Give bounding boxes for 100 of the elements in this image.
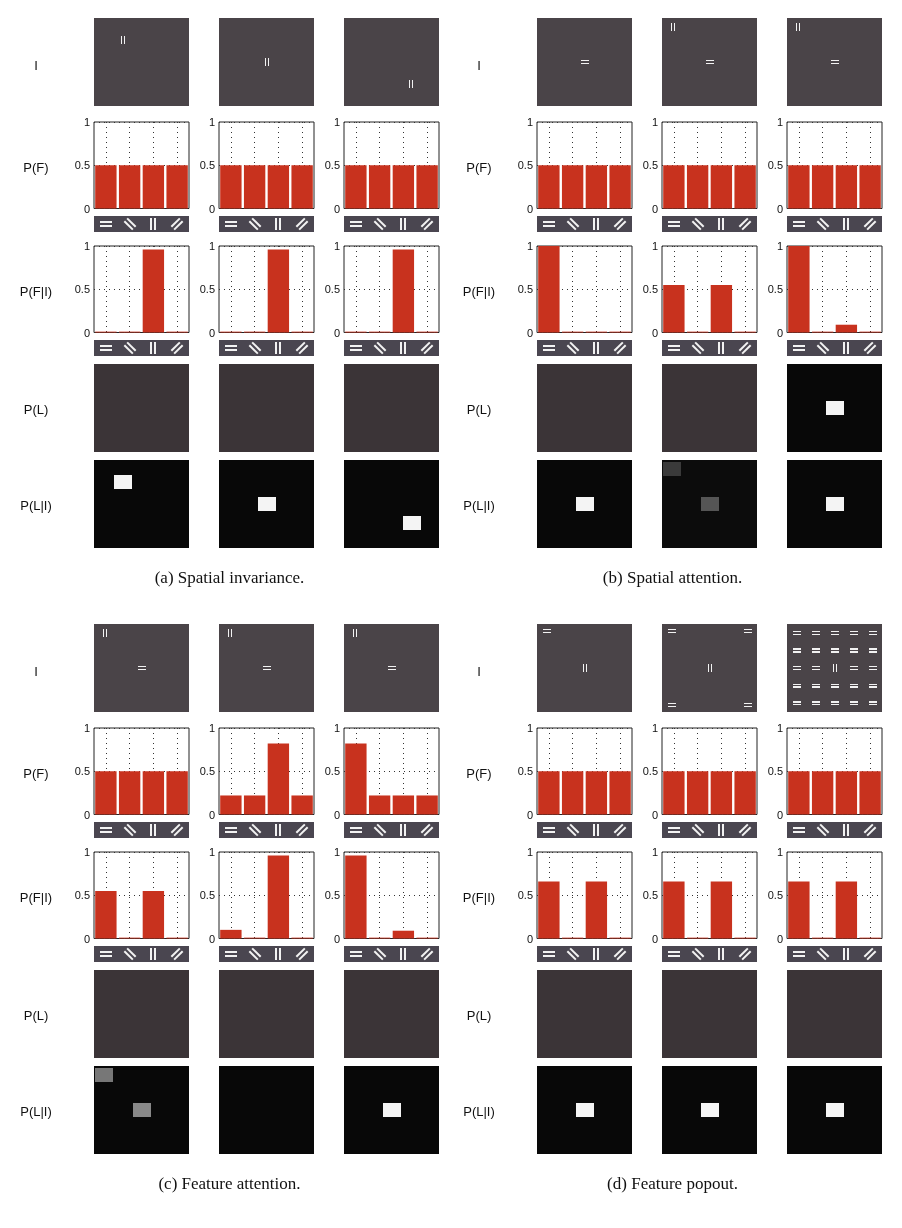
- y-tick-label: 1: [208, 116, 215, 128]
- y-tick-label: 1: [333, 846, 340, 858]
- y-tick-label: 0.5: [199, 159, 215, 172]
- text: (d) Feature popout.: [606, 1174, 739, 1194]
- y-tick-label: 0.5: [642, 283, 658, 296]
- y-tick-label: 0.5: [767, 159, 783, 172]
- text: (c) Feature attention.: [157, 1174, 302, 1194]
- y-axis-title: P(F): [465, 766, 493, 781]
- bar: [345, 855, 367, 939]
- y-tick-label: 0.5: [199, 283, 215, 296]
- text: P(L): [22, 1008, 50, 1023]
- y-tick-label: 0: [526, 202, 533, 215]
- y-tick-label: 0: [776, 932, 783, 945]
- y-tick-label: 0.5: [642, 159, 658, 172]
- bar: [267, 855, 290, 939]
- y-tick-label: 0.5: [517, 889, 533, 902]
- y-tick-label: 1: [776, 240, 783, 252]
- y-tick-label: 0: [208, 202, 215, 215]
- y-tick-label: 1: [526, 116, 533, 128]
- text: (a) Spatial invariance.: [153, 568, 306, 588]
- text: I: [33, 58, 39, 73]
- y-axis-title: P(F|I): [18, 890, 54, 905]
- y-tick-label: 0.5: [324, 765, 340, 778]
- y-tick-label: 0: [83, 326, 90, 339]
- bar: [835, 324, 858, 333]
- y-tick-label: 0.5: [324, 889, 340, 902]
- y-tick-label: 1: [651, 846, 658, 858]
- text: I: [476, 664, 482, 679]
- y-tick-label: 1: [651, 722, 658, 734]
- bar: [392, 930, 415, 939]
- y-tick-label: 0: [776, 326, 783, 339]
- y-tick-label: 0: [333, 808, 340, 821]
- y-tick-label: 1: [333, 116, 340, 128]
- y-tick-label: 0: [651, 202, 658, 215]
- y-tick-label: 1: [208, 240, 215, 252]
- text: P(L|I): [19, 1104, 53, 1119]
- bar: [220, 929, 242, 939]
- y-tick-label: 1: [526, 240, 533, 252]
- y-tick-label: 0: [776, 808, 783, 821]
- text: P(L): [465, 1008, 493, 1023]
- y-tick-label: 0: [526, 808, 533, 821]
- y-tick-label: 1: [83, 240, 90, 252]
- text: P(L|I): [462, 498, 496, 513]
- y-tick-label: 0: [526, 932, 533, 945]
- y-tick-label: 1: [776, 722, 783, 734]
- y-tick-label: 0: [526, 326, 533, 339]
- y-tick-label: 0: [83, 932, 90, 945]
- y-tick-label: 0.5: [767, 765, 783, 778]
- y-tick-label: 1: [651, 240, 658, 252]
- y-tick-label: 1: [83, 116, 90, 128]
- y-tick-label: 0.5: [517, 283, 533, 296]
- y-tick-label: 0.5: [74, 765, 90, 778]
- text: (b) Spatial attention.: [601, 568, 744, 588]
- y-tick-label: 0.5: [642, 765, 658, 778]
- y-axis-title: P(F|I): [461, 890, 497, 905]
- y-tick-label: 0: [776, 202, 783, 215]
- y-axis-title: P(F): [465, 160, 493, 175]
- y-tick-label: 0: [651, 808, 658, 821]
- y-tick-label: 0.5: [767, 283, 783, 296]
- y-tick-label: 1: [208, 722, 215, 734]
- y-tick-label: 0.5: [642, 889, 658, 902]
- y-tick-label: 1: [526, 846, 533, 858]
- y-tick-label: 0: [333, 932, 340, 945]
- y-tick-label: 0: [208, 932, 215, 945]
- y-tick-label: 1: [333, 240, 340, 252]
- y-tick-label: 0.5: [324, 159, 340, 172]
- y-tick-label: 0.5: [74, 889, 90, 902]
- y-tick-label: 0: [83, 202, 90, 215]
- y-axis-title: P(F): [22, 160, 50, 175]
- bar: [788, 246, 810, 333]
- y-tick-label: 0.5: [324, 283, 340, 296]
- y-tick-label: 1: [83, 846, 90, 858]
- text: P(L|I): [19, 498, 53, 513]
- y-tick-label: 0.5: [199, 889, 215, 902]
- text: P(L|I): [462, 1104, 496, 1119]
- y-tick-label: 0: [651, 932, 658, 945]
- y-axis-title: P(F): [22, 766, 50, 781]
- y-tick-label: 0: [651, 326, 658, 339]
- text: I: [476, 58, 482, 73]
- y-tick-label: 1: [208, 846, 215, 858]
- y-tick-label: 0.5: [767, 889, 783, 902]
- y-tick-label: 0.5: [517, 765, 533, 778]
- y-tick-label: 0: [83, 808, 90, 821]
- y-axis-title: P(F|I): [18, 284, 54, 299]
- y-tick-label: 0.5: [74, 283, 90, 296]
- y-tick-label: 1: [333, 722, 340, 734]
- y-tick-label: 1: [651, 116, 658, 128]
- y-tick-label: 0.5: [517, 159, 533, 172]
- y-tick-label: 0: [208, 808, 215, 821]
- y-tick-label: 0: [208, 326, 215, 339]
- text: P(L): [22, 402, 50, 417]
- y-tick-label: 0.5: [199, 765, 215, 778]
- y-tick-label: 1: [776, 116, 783, 128]
- text: P(L): [465, 402, 493, 417]
- text: I: [33, 664, 39, 679]
- y-tick-label: 1: [776, 846, 783, 858]
- y-tick-label: 1: [83, 722, 90, 734]
- y-tick-label: 0.5: [74, 159, 90, 172]
- y-axis-title: P(F|I): [461, 284, 497, 299]
- y-tick-label: 1: [526, 722, 533, 734]
